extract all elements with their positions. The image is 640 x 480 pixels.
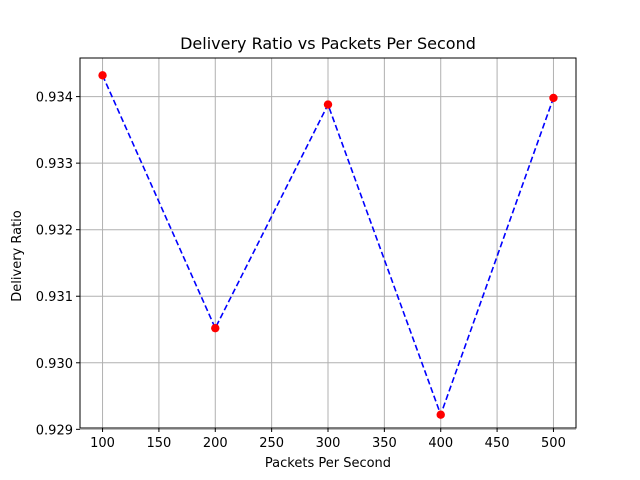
data-point — [323, 100, 333, 109]
data-point — [549, 93, 558, 103]
series-layer — [98, 71, 558, 419]
x-axis-label: Packets Per Second — [265, 456, 391, 471]
y-axis-ticks: 0.929 0.930 0.931 0.932 0.933 0.934 — [36, 91, 80, 438]
plot-area-frame — [79, 57, 577, 429]
data-point — [436, 410, 445, 419]
y-tick-label: 0.930 — [36, 357, 73, 372]
y-tick-label: 0.929 — [36, 423, 73, 438]
x-tick-label: 300 — [316, 436, 341, 451]
x-tick-label: 100 — [90, 436, 115, 451]
y-axis-label: Delivery Ratio — [10, 210, 25, 302]
x-axis-ticks: 100 150 200 250 300 350 400 450 500 — [90, 428, 566, 451]
x-tick-label: 150 — [146, 436, 171, 451]
chart-title: Delivery Ratio vs Packets Per Second — [180, 34, 476, 53]
grid — [80, 58, 576, 430]
y-tick-label: 0.934 — [36, 91, 73, 106]
data-point — [211, 323, 220, 333]
y-tick-label: 0.932 — [36, 224, 73, 239]
y-tick-label: 0.933 — [36, 157, 73, 172]
x-tick-label: 200 — [203, 436, 228, 451]
x-tick-label: 450 — [485, 436, 510, 451]
y-tick-label: 0.931 — [36, 290, 73, 305]
x-tick-label: 500 — [541, 436, 566, 451]
data-point — [98, 71, 107, 80]
x-tick-label: 250 — [259, 436, 284, 451]
x-tick-label: 350 — [372, 436, 397, 451]
x-tick-label: 400 — [428, 436, 453, 451]
